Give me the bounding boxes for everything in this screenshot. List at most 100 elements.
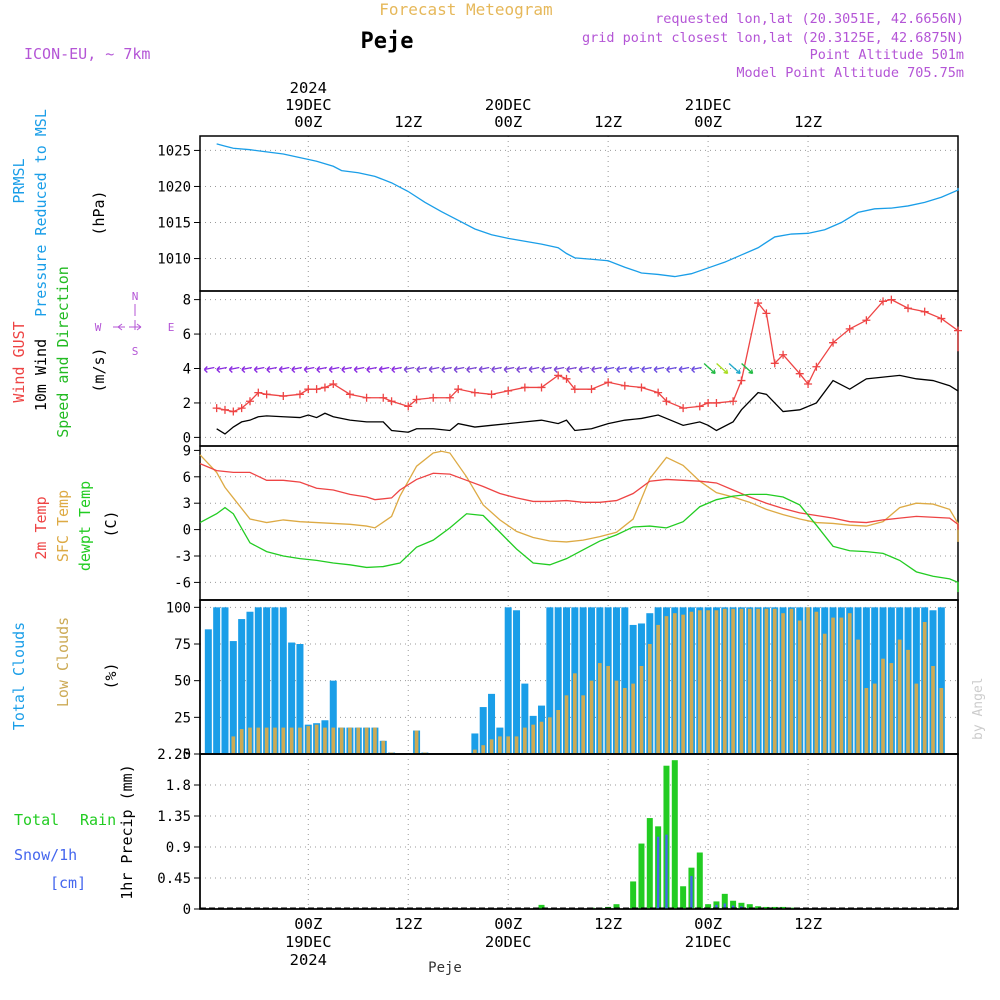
low-cloud-bar (273, 727, 277, 754)
low-cloud-bar (264, 727, 269, 754)
wind-direction-arrow (491, 366, 502, 373)
gust-point (887, 295, 896, 304)
pressure-series-line (216, 143, 959, 278)
wind-direction-arrow (641, 366, 652, 373)
total-cloud-bar (579, 607, 587, 754)
low-cloud-bar (922, 622, 927, 754)
rain-bar (671, 760, 678, 909)
low-cloud-bar (597, 663, 602, 754)
gust-point (254, 388, 263, 397)
total-cloud-bar (862, 607, 870, 754)
y-tick-label: -6 (174, 575, 191, 591)
gust-point (245, 397, 254, 406)
temp-2m-line (199, 463, 959, 530)
panel-temperature: -6 -3 0 3 6 9 2m Temp SFC Temp dewpt Temp (C) (32, 443, 959, 601)
top-time-label: 12Z (394, 113, 422, 131)
low-cloud-bar (489, 739, 494, 754)
snow-bar (690, 875, 693, 909)
bottom-time-label: 19DEC (285, 933, 332, 951)
gust-point (362, 393, 371, 402)
low-cloud-bar (556, 710, 561, 754)
low-cloud-bar (564, 695, 569, 754)
low-cloud-bar (731, 608, 735, 754)
total-cloud-bar (937, 607, 945, 754)
low-cloud-bar (914, 683, 919, 754)
low-cloud-bar (706, 610, 710, 754)
low-cloud-bar (589, 680, 594, 754)
gust-point (212, 404, 221, 413)
panel-label: 2m Temp (32, 496, 50, 559)
wind-direction-arrow (278, 366, 290, 373)
gust-point (845, 324, 854, 333)
gust-point (537, 383, 546, 392)
gust-point (387, 397, 396, 406)
low-cloud-bar (856, 639, 860, 754)
wind-direction-arrow (253, 366, 265, 373)
low-cloud-bar (739, 608, 744, 754)
total-cloud-bar (221, 607, 229, 754)
low-cloud-bar (781, 613, 785, 754)
model-altitude: Model Point Altitude 705.75m (736, 65, 964, 81)
low-cloud-bar (473, 749, 477, 754)
snow-bar (715, 904, 718, 909)
model-label: ICON-EU, ~ 7km (24, 45, 150, 63)
gust-point (329, 380, 338, 388)
y-tick-label: 1.35 (157, 809, 191, 825)
panel-label: Low Clouds (54, 617, 72, 707)
low-cloud-bar (797, 620, 802, 754)
y-tick-label: 1025 (157, 143, 191, 159)
y-tick-label: 1020 (157, 179, 191, 195)
gust-point (312, 385, 321, 394)
point-altitude: Point Altitude 501m (810, 47, 964, 63)
wind-direction-arrow (716, 362, 729, 375)
low-cloud-bar (323, 727, 327, 754)
y-tick-label: 4 (183, 362, 191, 378)
compass-rose: N S W E (95, 290, 175, 358)
wind-direction-arrow (466, 366, 477, 373)
panel-label: PRMSL (10, 158, 28, 203)
top-time-label: 00Z (494, 113, 522, 131)
rain-bar (680, 886, 687, 909)
rain-bar (646, 818, 653, 909)
y-tick-label: 0.9 (166, 840, 191, 856)
rain-bar (780, 906, 787, 909)
total-cloud-bar (521, 683, 529, 754)
gust-point (879, 297, 888, 306)
low-cloud-bar (523, 727, 527, 754)
gust-point (904, 304, 913, 313)
panel-label: Speed and Direction (54, 266, 72, 438)
rain-bar (705, 904, 712, 909)
low-cloud-bar (831, 617, 835, 754)
low-cloud-bar (931, 666, 935, 754)
rain-bar (721, 893, 728, 909)
y-tick-label: 0 (183, 523, 191, 539)
low-cloud-bar (656, 624, 660, 754)
wind-direction-arrow (728, 362, 741, 375)
bottom-time-label: 20DEC (485, 933, 532, 951)
total-cloud-bar (246, 611, 254, 754)
total-cloud-bar (471, 733, 479, 754)
total-cloud-bar (587, 607, 595, 754)
total-cloud-bar (254, 607, 262, 754)
total-cloud-bar (279, 607, 287, 754)
y-tick-label: 1010 (157, 252, 191, 268)
top-time-label: 00Z (294, 113, 322, 131)
low-cloud-bar (847, 613, 852, 754)
total-cloud-bar (554, 607, 562, 754)
y-tick-label: 0.45 (157, 871, 191, 887)
low-cloud-bar (747, 608, 752, 754)
wind-direction-arrow (666, 366, 677, 373)
rain-bar (746, 904, 753, 909)
credit-watermark: by Angel (971, 677, 986, 740)
y-tick-label: 9 (183, 443, 191, 459)
low-cloud-bar (248, 727, 252, 754)
snow-bar (731, 905, 735, 909)
total-cloud-bar (621, 607, 629, 754)
low-cloud-bar (872, 683, 877, 754)
y-tick-label: 8 (183, 293, 191, 309)
gust-point (445, 393, 454, 402)
low-cloud-bar (531, 724, 536, 754)
precip-label: Total (14, 811, 59, 829)
